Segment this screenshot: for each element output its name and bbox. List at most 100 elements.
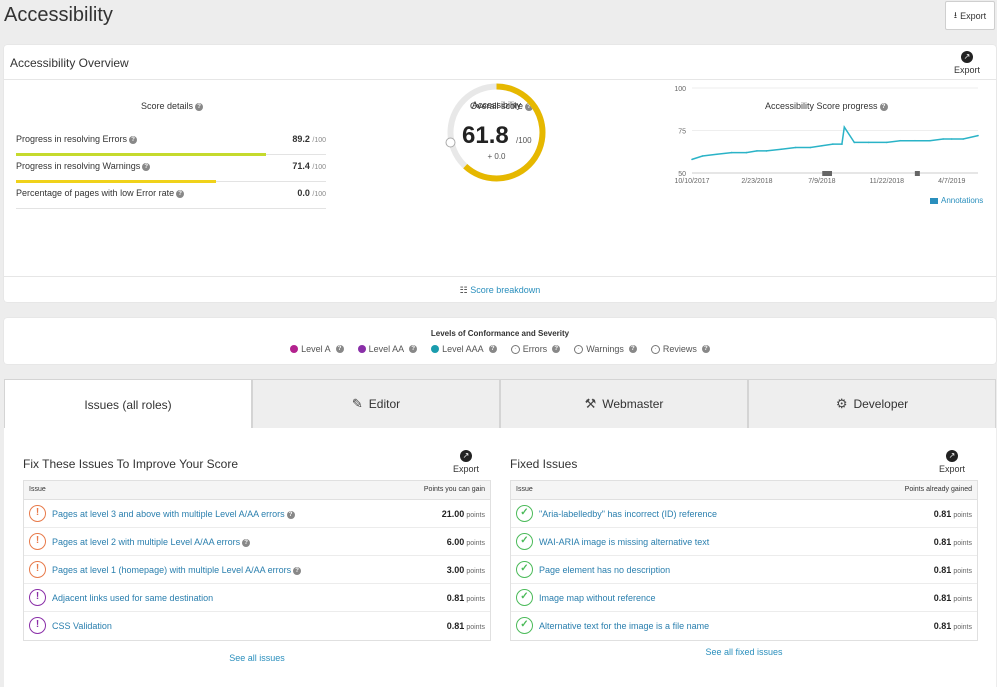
annotations-link[interactable]: Annotations xyxy=(930,196,983,205)
help-icon[interactable]: ? xyxy=(293,566,302,575)
y-tick-label: 100 xyxy=(674,86,686,93)
help-icon[interactable]: ? xyxy=(409,345,418,353)
fixed-issue-link[interactable]: "Aria-labelledby" has incorrect (ID) ref… xyxy=(539,509,717,519)
tab-editor[interactable]: ✎ Editor xyxy=(252,379,500,429)
share-icon: ↗ xyxy=(460,450,472,462)
fixed-issue-link[interactable]: Alternative text for the image is a file… xyxy=(539,621,710,631)
legend-item[interactable]: · Errors? xyxy=(510,344,561,354)
progress-row-warnings: Progress in resolving Warnings? 71.4 /10… xyxy=(16,155,326,183)
fixed-issue-link[interactable]: Image map without reference xyxy=(539,593,656,603)
issue-link[interactable]: CSS Validation xyxy=(52,621,112,631)
points-unit: points xyxy=(466,568,485,575)
progress-low-error-label: Percentage of pages with low Error rate? xyxy=(16,188,185,198)
legend-items: Level A? Level AA? Level AAA? · Errors? · Warn… xyxy=(4,344,996,354)
developer-icon: ⚙ xyxy=(835,396,848,411)
score-point xyxy=(691,158,693,161)
score-point xyxy=(950,138,953,140)
help-icon[interactable]: ? xyxy=(129,135,138,144)
points-value: 0.81 xyxy=(933,593,952,603)
help-icon[interactable]: ? xyxy=(286,510,295,519)
see-all-issues-link[interactable]: See all issues xyxy=(229,653,285,663)
legend-item[interactable]: · Warnings? xyxy=(574,344,637,354)
issue-points: 21.00 points xyxy=(442,509,485,519)
help-icon[interactable]: ? xyxy=(628,345,637,353)
score-point xyxy=(962,138,964,140)
score-details-text: Score details xyxy=(141,101,194,111)
help-icon[interactable]: ? xyxy=(525,102,534,111)
export-button-label: Export xyxy=(960,10,987,21)
help-icon[interactable]: ? xyxy=(488,345,497,353)
fixed-issue-link[interactable]: Page element has no description xyxy=(539,565,671,575)
fix-issues-export-button[interactable]: ↗ Export xyxy=(453,450,480,474)
issues-panel: Fix These Issues To Improve Your Score ↗… xyxy=(4,428,996,687)
issue-link[interactable]: Adjacent links used for same destination xyxy=(52,593,213,603)
score-point xyxy=(942,138,944,140)
gauge-label: Accessibility xyxy=(471,100,521,110)
comment-icon xyxy=(930,197,938,204)
score-point xyxy=(867,141,870,144)
export-button[interactable]: ⭳ Export xyxy=(945,1,995,30)
editor-icon: ✎ xyxy=(351,396,363,411)
points-unit: points xyxy=(953,624,972,631)
score-breakdown-link[interactable]: ☷ Score breakdown xyxy=(4,276,996,302)
points-value: 0.81 xyxy=(933,537,952,547)
score-point xyxy=(841,143,843,145)
help-icon[interactable]: ? xyxy=(195,102,204,111)
score-point xyxy=(756,150,758,152)
issue-link[interactable]: Pages at level 2 with multiple Level A/A… xyxy=(52,537,251,547)
help-icon[interactable]: ? xyxy=(176,189,185,198)
fixed-issues-table: Issue Points already gained ✓ "Aria-label… xyxy=(510,480,978,641)
score-point xyxy=(832,143,834,145)
overall-score-value: 61.8 xyxy=(462,122,509,149)
points-unit: points xyxy=(953,596,972,603)
fix-issues-table: Issue Points you can gain ! Pages at leve… xyxy=(23,480,491,641)
issue-points: 0.81 points xyxy=(934,565,972,575)
help-icon[interactable]: ? xyxy=(335,345,344,353)
check-icon: ✓ xyxy=(516,617,533,634)
score-series-line xyxy=(691,125,979,161)
legend-item-label: Level AA xyxy=(368,344,405,354)
fixed-issues-export-button[interactable]: ↗ Export xyxy=(939,450,966,474)
download-icon: ⭳ xyxy=(953,9,958,20)
progress-row-low-error-pages: Percentage of pages with low Error rate?… xyxy=(16,182,326,209)
tab-webmaster[interactable]: ⚒ Webmaster xyxy=(500,379,748,429)
issue-text: Pages at level 1 (homepage) with multipl… xyxy=(52,565,292,575)
annotation-marker[interactable] xyxy=(914,171,920,176)
help-icon[interactable]: ? xyxy=(879,102,888,111)
check-icon: ✓ xyxy=(516,561,533,578)
help-icon[interactable]: ? xyxy=(242,538,251,547)
score-point xyxy=(843,126,846,128)
annotation-marker[interactable] xyxy=(827,171,833,176)
legend-item[interactable]: · Reviews? xyxy=(650,344,710,354)
points-unit: points xyxy=(466,624,485,631)
points-unit: points xyxy=(953,568,972,575)
help-icon[interactable]: ? xyxy=(552,345,561,353)
issue-text: Pages at level 2 with multiple Level A/A… xyxy=(52,537,241,547)
legend-item-label: Reviews xyxy=(662,344,697,354)
tab-developer[interactable]: ⚙ Developer xyxy=(748,379,996,429)
legend-item[interactable]: Level AAA? xyxy=(431,344,497,354)
annotation-marker[interactable] xyxy=(822,171,828,176)
tab-label: Issues (all roles) xyxy=(84,397,172,412)
score-point xyxy=(821,145,823,147)
check-icon: ✓ xyxy=(516,589,533,606)
help-icon[interactable]: ? xyxy=(142,162,151,171)
issue-link[interactable]: Pages at level 3 and above with multiple… xyxy=(52,509,295,519)
legend-item[interactable]: Level AA? xyxy=(357,344,418,354)
tab-issues-all-roles[interactable]: Issues (all roles) xyxy=(4,379,252,429)
progress-warnings-value: 71.4 /100 xyxy=(292,161,326,171)
overview-export-button[interactable]: ↗ Export xyxy=(954,51,980,75)
webmaster-icon: ⚒ xyxy=(584,396,597,411)
legend-item-label: Level A xyxy=(301,344,331,354)
score-point xyxy=(886,141,888,144)
issue-link[interactable]: Pages at level 1 (homepage) with multipl… xyxy=(52,565,302,575)
score-progress-label: Accessibility Score progress? xyxy=(765,101,888,111)
help-icon[interactable]: ? xyxy=(701,345,710,353)
fixed-issue-link[interactable]: WAI-ARIA image is missing alternative te… xyxy=(539,537,710,547)
tab-label: Webmaster xyxy=(602,397,664,411)
level-dot-icon xyxy=(290,345,299,353)
level-dot-icon xyxy=(431,345,440,353)
legend-item[interactable]: Level A? xyxy=(290,344,344,354)
fix-issues-table-header: Issue Points you can gain xyxy=(24,481,490,500)
see-all-fixed-issues-link[interactable]: See all fixed issues xyxy=(705,647,783,657)
